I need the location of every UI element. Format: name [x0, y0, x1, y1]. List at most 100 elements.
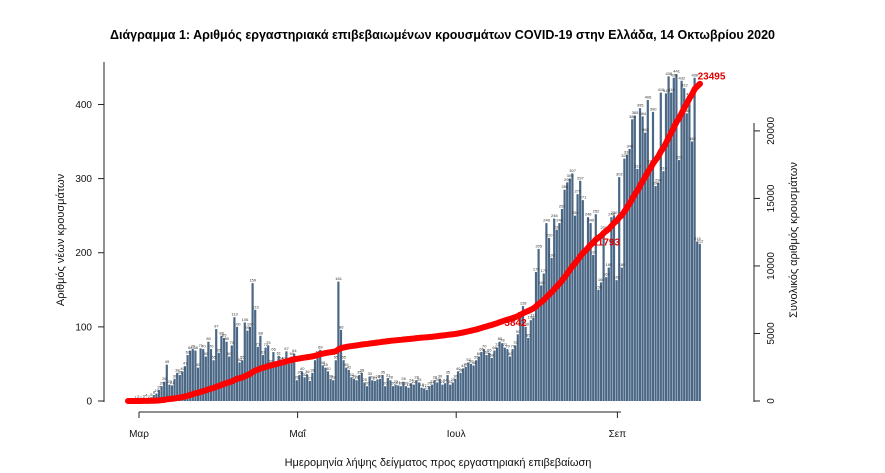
bar-day-84 — [345, 367, 348, 401]
bar-day-132 — [469, 363, 473, 401]
bar-value-label: 159 — [249, 278, 256, 283]
bar-day-134 — [475, 360, 478, 401]
x-tick-label: Μαΐ — [289, 428, 306, 440]
bar-day-122 — [443, 383, 447, 401]
bar-value-label: 72 — [503, 342, 508, 347]
bar-value-label: 44 — [461, 363, 466, 368]
bar-value-label: 68 — [492, 345, 497, 350]
bar-value-label: 45 — [196, 362, 201, 367]
bar-day-13 — [160, 386, 163, 401]
bar-day-151 — [519, 315, 522, 401]
bar-value-label: 230 — [600, 225, 607, 230]
bar-day-63 — [290, 356, 293, 401]
bar-value-label: 55 — [240, 355, 245, 360]
bar-day-162 — [547, 237, 551, 401]
bar-day-18 — [173, 378, 176, 401]
bar-day-141 — [493, 350, 496, 401]
bar-value-label: 250 — [611, 210, 618, 215]
bar-value-label: 15 — [157, 384, 162, 389]
bar-day-110 — [412, 384, 415, 401]
bar-day-163 — [550, 257, 553, 401]
bar-value-label: 197 — [590, 249, 597, 254]
bar-value-label: 406 — [645, 95, 652, 100]
bar-day-117 — [430, 384, 434, 401]
bar-day-215 — [685, 113, 688, 402]
bar-day-73 — [316, 355, 319, 401]
bar-value-label: 85 — [222, 332, 227, 337]
bar-day-67 — [300, 371, 304, 401]
bar-value-label: 100 — [234, 321, 241, 326]
bar-day-32 — [209, 349, 213, 401]
bar-value-label: 52 — [238, 357, 243, 362]
bar-day-209 — [670, 92, 673, 402]
bar-day-197 — [638, 108, 642, 402]
bar-value-label: 70 — [482, 344, 487, 349]
bar-day-172 — [573, 215, 577, 401]
bar-value-label: 27 — [308, 375, 313, 380]
bar-day-155 — [529, 320, 532, 401]
bar-value-label: 29 — [375, 374, 380, 379]
bar-value-label: 325 — [676, 155, 683, 160]
bar-day-126 — [454, 378, 457, 401]
bar-value-label: 70 — [505, 344, 510, 349]
bar-value-label: 60 — [227, 351, 232, 356]
bar-value-label: 252 — [593, 209, 600, 214]
bar-day-42 — [235, 326, 239, 401]
bar-day-171 — [571, 173, 574, 401]
bar-day-205 — [659, 92, 662, 402]
bar-day-184 — [605, 277, 608, 401]
bar-value-label: 285 — [561, 184, 568, 189]
bar-day-38 — [225, 341, 228, 401]
bar-day-154 — [527, 337, 530, 401]
bar-value-label: 20 — [404, 381, 409, 386]
bar-day-90 — [360, 372, 363, 401]
bar-day-143 — [498, 341, 501, 401]
bar-value-label: 60 — [477, 351, 482, 356]
bar-value-label: 10 — [154, 388, 159, 393]
bar-value-label: 72 — [495, 342, 500, 347]
bar-day-115 — [425, 389, 428, 401]
bar-day-24 — [189, 350, 192, 401]
bar-day-145 — [503, 347, 506, 401]
bar-value-label: 30 — [173, 373, 178, 378]
bar-value-label: 20 — [399, 381, 404, 386]
bar-value-label: 75 — [513, 340, 518, 345]
bar-value-label: 48 — [321, 360, 326, 365]
bar-day-218 — [693, 77, 696, 401]
bar-value-label: 25 — [417, 377, 422, 382]
bar-value-label: 70 — [191, 344, 196, 349]
bar-value-label: 28 — [388, 375, 393, 380]
ticks: 0 100 200 300 400 0 5000 10000 15000 20000 Μαρ Μαΐ Ι… — [75, 100, 777, 440]
bar-day-131 — [467, 362, 470, 401]
bar-value-label: 22 — [412, 379, 417, 384]
bar-day-111 — [415, 380, 418, 401]
bar-day-58 — [277, 355, 280, 401]
y-left-tick-label: 400 — [75, 100, 92, 111]
bar-value-label: 55 — [212, 355, 217, 360]
bar-value-label: 18 — [420, 382, 425, 387]
bar-day-179 — [592, 254, 595, 401]
bar-day-52 — [261, 355, 265, 401]
bar-value-label: 163 — [613, 275, 620, 280]
bar-value-label: 35 — [381, 370, 386, 375]
bar-day-139 — [488, 352, 491, 401]
bar-value-label: 1 — [135, 395, 138, 400]
bar-day-33 — [212, 360, 215, 401]
bar-day-30 — [204, 356, 207, 401]
bar-day-78 — [329, 378, 332, 401]
bar-day-94 — [371, 380, 374, 401]
bar-day-168 — [563, 189, 566, 401]
bar-value-label: 313 — [634, 163, 641, 168]
bar-day-114 — [423, 388, 426, 401]
bar-day-214 — [683, 88, 686, 402]
bar-value-label: 5 — [150, 392, 153, 397]
bar-day-83 — [342, 360, 345, 401]
bar-value-label: 85 — [526, 332, 531, 337]
bar-day-34 — [215, 329, 218, 401]
bar-value-label: 8 — [153, 390, 156, 395]
bar-day-88 — [355, 380, 358, 401]
bar-value-label: 54 — [279, 355, 284, 360]
cumulative-marker-label: 5842 — [504, 318, 527, 329]
bar-day-77 — [326, 371, 330, 401]
bar-value-label: 340 — [626, 143, 633, 148]
